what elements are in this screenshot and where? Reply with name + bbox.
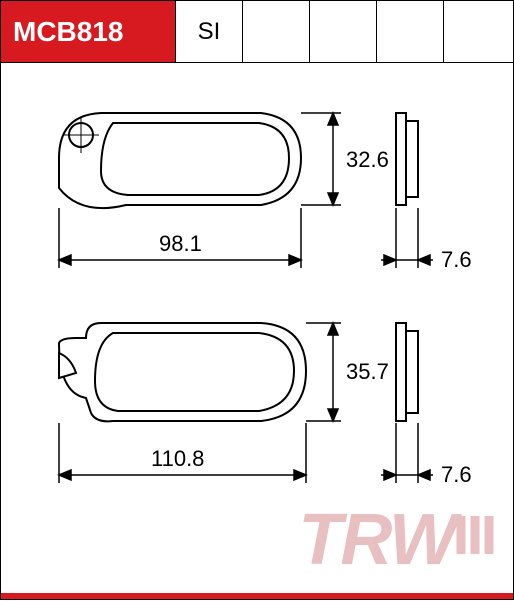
arrow-ut-2	[418, 255, 430, 265]
pads-svg	[1, 63, 514, 601]
dim-upper-width: 98.1	[159, 231, 202, 257]
arrow-lw-2	[294, 470, 306, 480]
arrow-lw-1	[59, 470, 71, 480]
dim-upper-height: 32.6	[346, 147, 389, 173]
lower-pad-friction	[95, 333, 294, 411]
empty-cell-1	[243, 1, 310, 62]
dim-lower-thick: 7.6	[441, 462, 472, 488]
product-code-cell: MCB818	[1, 1, 176, 62]
upper-pad-friction	[101, 123, 289, 195]
empty-cell-3	[377, 1, 444, 62]
dim-lower-height: 35.7	[346, 359, 389, 385]
arrow-lh-2	[328, 409, 338, 421]
dim-upper-thick: 7.6	[441, 247, 472, 273]
arrow-lt-1	[384, 470, 396, 480]
empty-cell-4	[444, 1, 511, 62]
arrow-uw-2	[289, 255, 301, 265]
drawing-area: 32.6 98.1 7.6 35.7 110.8 7.6 TRW	[1, 63, 514, 601]
arrow-ut-1	[384, 255, 396, 265]
arrow-uh-2	[328, 193, 338, 205]
dim-lower-width: 110.8	[151, 446, 204, 472]
arrow-uw-1	[59, 255, 71, 265]
type-code-cell: SI	[176, 1, 243, 62]
diagram-container: MCB818 SI	[0, 0, 514, 600]
footer-accent-line	[1, 593, 513, 599]
arrow-lt-2	[418, 470, 430, 480]
arrow-uh-1	[328, 113, 338, 125]
header-row: MCB818 SI	[1, 1, 513, 63]
empty-cell-2	[310, 1, 377, 62]
lower-pad-side	[396, 323, 418, 421]
upper-pad-side	[396, 113, 418, 205]
arrow-lh-1	[328, 323, 338, 335]
